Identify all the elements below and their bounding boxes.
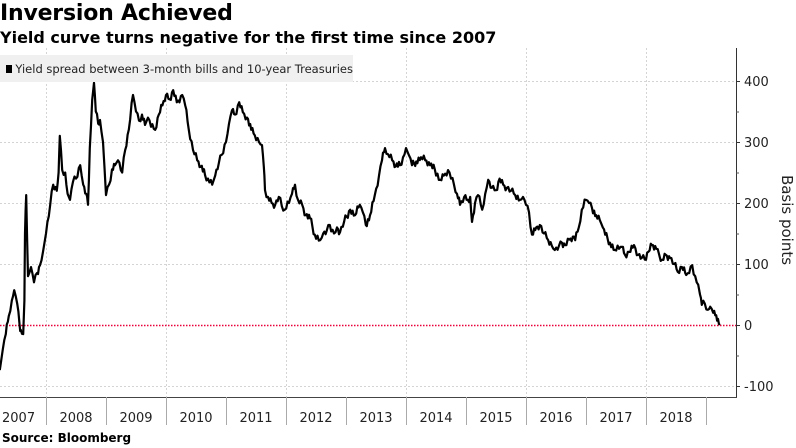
x-tick-label: 2012 bbox=[299, 411, 332, 426]
legend-label: Yield spread between 3-month bills and 1… bbox=[15, 61, 353, 76]
series-line bbox=[0, 81, 721, 371]
chart-subtitle: Yield curve turns negative for the first… bbox=[0, 28, 497, 47]
x-tick-label: 2015 bbox=[479, 411, 512, 426]
x-tick-label: 2018 bbox=[659, 411, 692, 426]
x-axis-ticks: 2007 2008 2009 2010 2011 2012 2013 2014 2015 2016… bbox=[2, 397, 707, 426]
y-tick-label: 0 bbox=[744, 319, 752, 334]
x-tick-label: 2016 bbox=[539, 411, 572, 426]
source-note: Source: Bloomberg bbox=[2, 431, 132, 445]
axes bbox=[0, 48, 737, 398]
y-tick-label: 100 bbox=[744, 258, 769, 273]
y-axis-ticks: 400 300 200 100 0 -100 bbox=[736, 75, 774, 395]
x-tick-label: 2009 bbox=[119, 411, 152, 426]
x-tick-label: 2011 bbox=[239, 411, 272, 426]
x-tick-label: 2007 bbox=[2, 411, 35, 426]
y-axis-title: Basis points bbox=[778, 175, 796, 265]
x-tick-label: 2017 bbox=[599, 411, 632, 426]
x-tick-label: 2013 bbox=[359, 411, 392, 426]
y-tick-label: 300 bbox=[744, 136, 769, 151]
x-tick-label: 2014 bbox=[419, 411, 452, 426]
legend: Yield spread between 3-month bills and 1… bbox=[0, 55, 353, 82]
y-tick-label: 200 bbox=[744, 197, 769, 212]
x-tick-label: 2010 bbox=[179, 411, 212, 426]
legend-swatch bbox=[6, 64, 13, 73]
y-tick-label: 400 bbox=[744, 75, 769, 90]
y-tick-label: -100 bbox=[744, 380, 774, 395]
series-group bbox=[0, 81, 721, 371]
gridlines bbox=[0, 48, 736, 397]
x-tick-label: 2008 bbox=[59, 411, 92, 426]
chart-title: Inversion Achieved bbox=[0, 1, 233, 26]
